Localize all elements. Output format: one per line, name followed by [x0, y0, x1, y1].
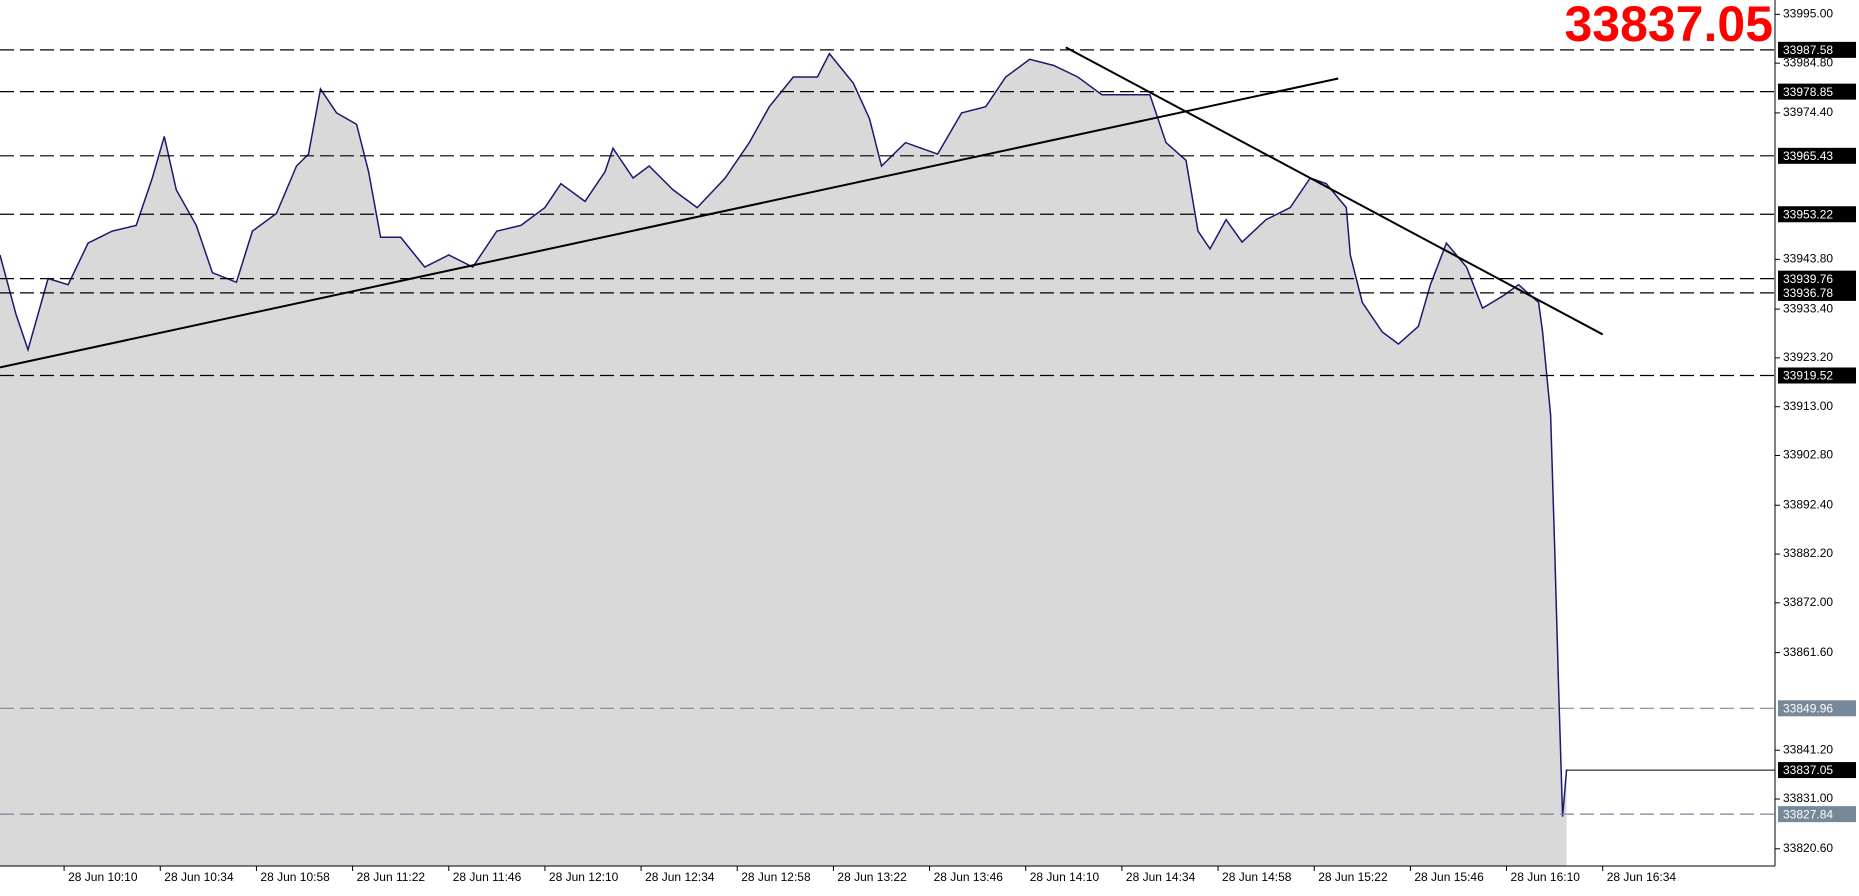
x-tick-label: 28 Jun 12:58 [741, 870, 811, 884]
y-tick-label: 33820.60 [1783, 841, 1833, 855]
price-label: 33837.05 [1783, 763, 1833, 777]
y-tick-label: 33943.80 [1783, 251, 1833, 265]
y-tick-label: 33892.40 [1783, 497, 1833, 511]
x-tick-label: 28 Jun 10:34 [164, 870, 234, 884]
y-tick-label: 33882.20 [1783, 546, 1833, 560]
y-tick-label: 33841.20 [1783, 742, 1833, 756]
level-label: 33978.85 [1783, 85, 1833, 99]
y-tick-label: 33984.80 [1783, 55, 1833, 69]
level-label: 33827.84 [1783, 807, 1833, 821]
level-label-bg [1778, 41, 1856, 58]
chart-title: 33837.05 [1564, 0, 1773, 52]
level-label: 33939.76 [1783, 272, 1833, 286]
x-tick-label: 28 Jun 10:58 [260, 870, 330, 884]
x-tick-label: 28 Jun 13:46 [934, 870, 1004, 884]
price-line [0, 52, 1568, 817]
x-tick-label: 28 Jun 12:10 [549, 870, 619, 884]
x-tick-label: 28 Jun 16:34 [1607, 870, 1677, 884]
y-tick-label: 33872.00 [1783, 595, 1833, 609]
level-label-bg [1778, 147, 1856, 164]
x-tick-label: 28 Jun 11:22 [357, 870, 426, 884]
y-tick-label: 33831.00 [1783, 791, 1833, 805]
y-tick-label: 33933.40 [1783, 301, 1833, 315]
x-tick-label: 28 Jun 10:10 [68, 870, 138, 884]
x-tick-label: 28 Jun 13:22 [837, 870, 907, 884]
level-label: 33987.58 [1783, 43, 1833, 57]
level-label-bg [1778, 206, 1856, 223]
level-label: 33919.52 [1783, 369, 1833, 383]
trend-line [1065, 46, 1604, 336]
level-label: 33965.43 [1783, 149, 1833, 163]
y-tick-label: 33995.00 [1783, 7, 1833, 21]
price-label-bg [1778, 762, 1856, 779]
x-tick-label: 28 Jun 15:46 [1414, 870, 1484, 884]
level-label: 33953.22 [1783, 207, 1833, 221]
price-area [0, 53, 1567, 867]
level-label: 33849.96 [1783, 701, 1833, 715]
y-tick-label: 33974.40 [1783, 105, 1833, 119]
x-tick-label: 28 Jun 15:22 [1318, 870, 1388, 884]
x-tick-label: 28 Jun 14:34 [1126, 870, 1196, 884]
x-tick-label: 28 Jun 14:10 [1030, 870, 1100, 884]
level-label: 33936.78 [1783, 286, 1833, 300]
y-tick-label: 33902.80 [1783, 448, 1833, 462]
level-label-bg [1778, 367, 1856, 384]
level-label-bg [1778, 806, 1856, 823]
level-label-bg [1778, 83, 1856, 100]
x-tick-label: 28 Jun 11:46 [453, 870, 522, 884]
level-label-bg [1778, 270, 1856, 287]
x-tick-label: 28 Jun 14:58 [1222, 870, 1292, 884]
x-tick-label: 28 Jun 16:10 [1511, 870, 1581, 884]
y-tick-label: 33923.20 [1783, 350, 1833, 364]
trend-line [0, 77, 1339, 369]
level-label-bg [1778, 700, 1856, 717]
y-tick-label: 33861.60 [1783, 645, 1833, 659]
y-tick-label: 33913.00 [1783, 399, 1833, 413]
level-label-bg [1778, 284, 1856, 301]
x-tick-label: 28 Jun 12:34 [645, 870, 715, 884]
